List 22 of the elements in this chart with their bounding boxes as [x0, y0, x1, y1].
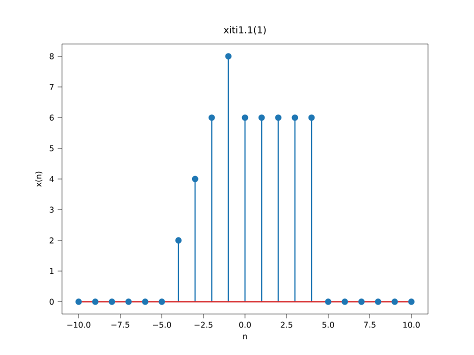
point — [408, 298, 415, 305]
point — [125, 298, 132, 305]
point — [258, 114, 265, 121]
point — [142, 298, 148, 305]
point — [192, 176, 198, 182]
point — [208, 114, 215, 121]
point — [108, 298, 116, 305]
point — [92, 298, 98, 305]
point — [292, 114, 298, 121]
point — [275, 114, 282, 121]
point — [342, 298, 348, 305]
point — [358, 298, 365, 305]
point — [242, 114, 248, 121]
chart-title: xiti1.1(1) — [224, 26, 266, 34]
point — [308, 114, 315, 121]
point — [392, 298, 398, 305]
point — [158, 298, 166, 305]
point — [325, 298, 332, 305]
point — [175, 237, 182, 244]
point — [225, 53, 232, 60]
point — [75, 298, 82, 305]
point — [374, 298, 382, 305]
